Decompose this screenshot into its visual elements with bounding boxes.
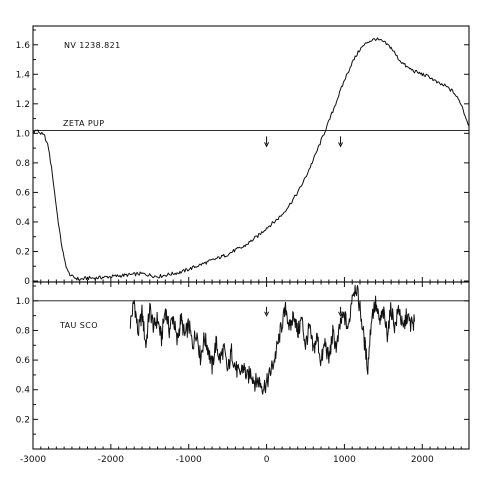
top-y-tick-label: 1.4: [16, 70, 31, 80]
top-y-tick-label: 0: [24, 277, 30, 287]
bottom-spectrum-line: [129, 284, 415, 395]
x-tick-label: 1000: [333, 455, 356, 465]
bottom-y-tick-label: 0.6: [16, 356, 31, 366]
top-spectrum-line: [32, 37, 470, 281]
bottom-panel-star-label: TAU SCO: [59, 321, 98, 330]
top-y-tick-label: 1.0: [16, 129, 31, 139]
top-panel-star-label: ZETA PUP: [63, 119, 105, 128]
bottom-arrow-head: [264, 311, 270, 317]
x-tick-label: 2000: [411, 455, 434, 465]
x-tick-label: -1000: [176, 455, 202, 465]
top-y-tick-label: 0.4: [16, 218, 31, 228]
top-y-tick-label: 0.6: [16, 188, 31, 198]
top-panel-line-label: NⅤ 1238.821: [64, 41, 121, 50]
bottom-y-tick-label: 0.8: [16, 326, 31, 336]
top-y-axis: 0 0.2 0.4 0.6 0.8 1.0 1.2 1.4 1.6: [16, 29, 469, 287]
bottom-x-axis: -3000 -2000 -1000 0 1000 2000: [20, 282, 470, 465]
x-tick-label: -3000: [20, 455, 46, 465]
bottom-y-axis: 0.2 0.4 0.6 0.8 1.0: [16, 285, 469, 435]
bottom-y-tick-label: 1.0: [16, 297, 31, 307]
top-arrow-head: [338, 142, 343, 148]
x-tick-label: 0: [264, 455, 270, 465]
top-arrow-head: [264, 142, 270, 148]
bottom-panel: TAU SCO 0.2 0.4 0.6 0.8 1.0 -3000 -2000 -1000 0…: [16, 281, 470, 465]
top-y-tick-label: 1.2: [16, 100, 30, 110]
top-y-tick-label: 0.2: [16, 247, 30, 257]
bottom-series: [33, 284, 469, 395]
x-tick-label: -2000: [98, 455, 124, 465]
bottom-y-tick-label: 0.4: [16, 386, 31, 396]
bottom-y-tick-label: 0.2: [16, 415, 30, 425]
top-series: [32, 37, 470, 281]
top-y-tick-label: 1.6: [16, 41, 31, 51]
top-y-tick-label: 0.8: [16, 159, 31, 169]
